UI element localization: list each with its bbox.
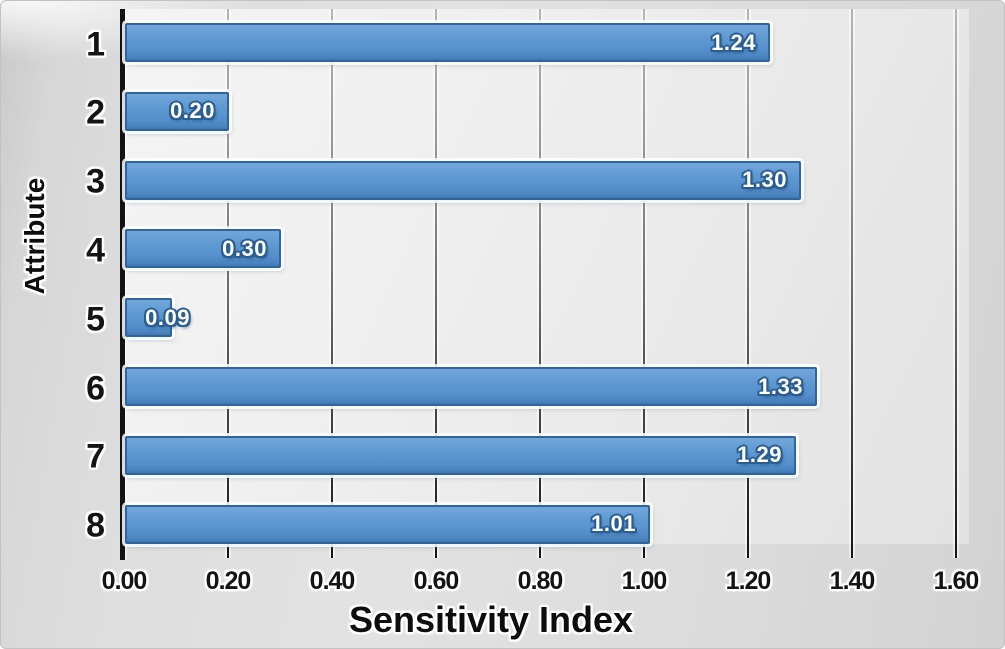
category-label-7: 7 [86,437,105,476]
y-axis-title: Attribute [19,177,50,295]
bar-attribute-8: 1.01 [125,504,650,544]
bar-value-label: 1.29 [737,442,782,468]
category-label-5: 5 [86,300,105,339]
bar-attribute-6: 1.33 [125,367,817,406]
bar-attribute-7: 1.29 [125,435,796,475]
x-tick-label-1.40: 1.40 [829,567,876,595]
bar-value-label: 0.30 [222,235,267,261]
bar-attribute-2: 0.20 [125,91,229,131]
x-tick-label-0.80: 0.80 [517,567,564,595]
x-tick-label-1.00: 1.00 [621,567,668,595]
x-tick-label-1.60: 1.60 [933,567,980,595]
bar-attribute-5: 0.09 [125,298,190,338]
bar-attribute-1: 1.24 [125,23,770,62]
gridline-0.60 [435,9,437,558]
x-axis-title: Sensitivity Index [348,599,634,640]
gridline-0.40 [331,9,333,558]
bar-value-label: 1.01 [591,511,636,537]
x-tick-label-0.20: 0.20 [205,567,252,595]
category-label-4: 4 [86,231,105,270]
gridline-0.20 [227,9,229,558]
bar-value-label: 1.33 [758,373,803,399]
category-label-2: 2 [86,93,105,132]
bar-value-label: 1.24 [711,29,756,55]
bar-value-label: 1.30 [742,167,787,193]
x-tick-label-0.60: 0.60 [413,567,460,595]
x-tick-label-1.20: 1.20 [725,567,772,595]
category-label-8: 8 [86,506,105,545]
x-tick-label-0.40: 0.40 [309,567,356,595]
gridline-1.60 [955,9,957,558]
gridline-1.20 [747,9,749,558]
gridline-1.40 [851,9,853,558]
gridline-1.00 [643,9,645,558]
gridline-0.80 [539,9,541,558]
category-label-1: 1 [86,25,105,63]
y-axis-line [120,9,125,560]
category-label-3: 3 [86,162,105,201]
bar-attribute-3: 1.30 [125,160,801,200]
category-label-6: 6 [86,369,105,407]
bar-value-label: 0.20 [170,98,215,124]
bar-value-label: 0.09 [145,304,190,330]
x-tick-label-0.00: 0.00 [101,567,148,595]
bar-attribute-4: 0.30 [125,229,281,269]
